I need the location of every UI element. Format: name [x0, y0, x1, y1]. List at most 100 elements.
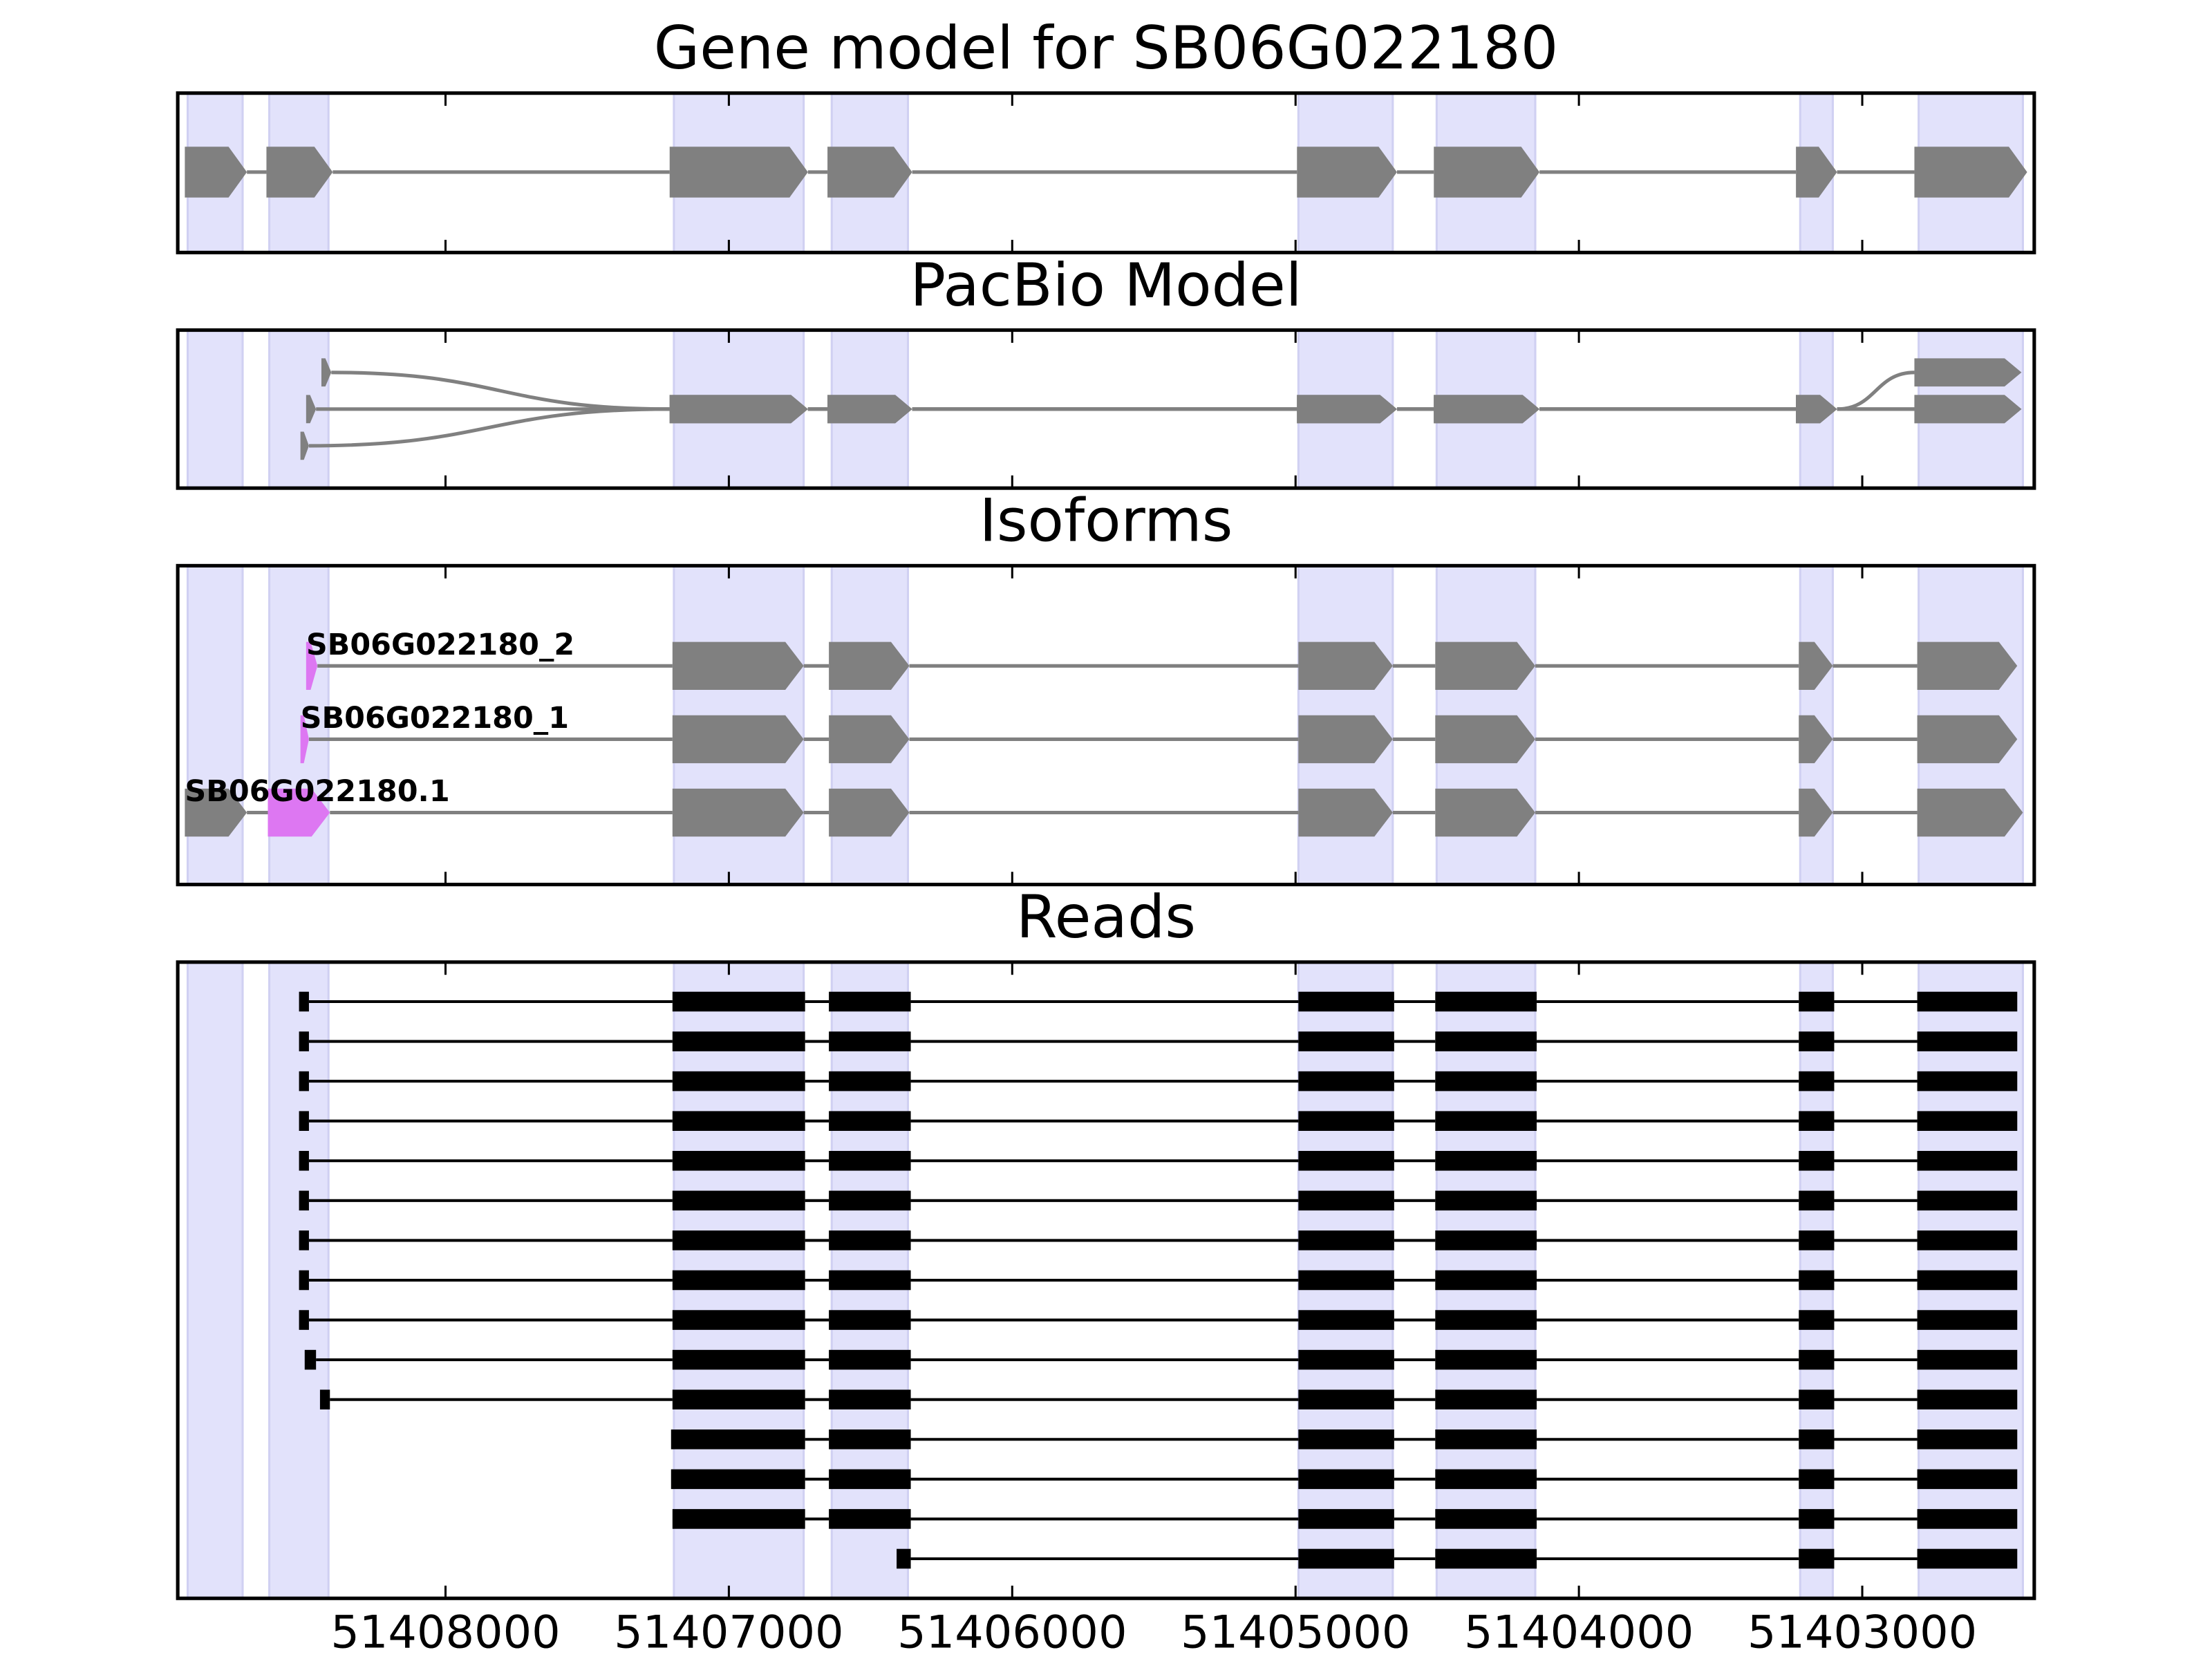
exon [1917, 1270, 2018, 1291]
exon [1799, 1031, 1835, 1051]
exon [1914, 358, 2022, 387]
shaded-region [186, 961, 244, 1600]
exon [829, 1429, 911, 1450]
exon [1799, 1509, 1835, 1529]
exon [185, 147, 247, 198]
exon [672, 1509, 805, 1529]
exon [672, 1111, 805, 1131]
panel-frame [176, 563, 2036, 887]
exon [300, 715, 309, 764]
exon [299, 1031, 309, 1051]
exon [1917, 1031, 2018, 1051]
exon [1435, 788, 1536, 837]
exon [299, 1270, 309, 1291]
exon [1917, 1190, 2018, 1211]
exon [672, 715, 804, 764]
exon [1435, 1031, 1537, 1051]
exon [1917, 1389, 2018, 1409]
exon [1917, 991, 2018, 1012]
exon [1917, 715, 2018, 764]
exon [299, 1150, 309, 1171]
exon [827, 395, 912, 424]
exon [299, 1190, 309, 1211]
exon [300, 431, 309, 460]
exon [672, 1150, 805, 1171]
exon [672, 991, 805, 1012]
exon [1435, 1389, 1537, 1409]
exon [1799, 1230, 1835, 1250]
exon [1917, 1349, 2018, 1370]
exon [827, 147, 912, 198]
exon [829, 1310, 911, 1330]
exon [672, 1349, 805, 1370]
exon [1914, 147, 2027, 198]
exon [1435, 1548, 1537, 1569]
exon [1799, 1310, 1835, 1330]
panel-title: PacBio Model [910, 251, 1302, 320]
exon [1917, 1071, 2018, 1091]
exon [1914, 395, 2022, 424]
exon [671, 1429, 805, 1450]
exon [1435, 1429, 1537, 1450]
exon [1799, 1150, 1835, 1171]
exon [1917, 641, 2018, 690]
exon [1298, 1389, 1394, 1409]
exon [1298, 1509, 1394, 1529]
exon [1799, 1389, 1835, 1409]
exon [829, 1509, 911, 1529]
exon [1799, 1270, 1835, 1291]
exon [1799, 1349, 1835, 1370]
exon [1298, 1031, 1394, 1051]
panel: Isoforms SB06G022180_2 SB06G022180_1 SB06G0… [176, 487, 2036, 887]
exon [185, 788, 247, 837]
panel: Gene model for SB06G022180 [176, 14, 2036, 254]
exon [671, 1469, 805, 1490]
exon [299, 1230, 309, 1250]
exon [299, 991, 309, 1012]
panel-title: Isoforms [980, 487, 1233, 556]
exon [1435, 1270, 1537, 1291]
exon [1298, 1429, 1394, 1450]
exon [266, 147, 333, 198]
exon [669, 147, 808, 198]
exon [1917, 1469, 2018, 1490]
x-tick-label: 51404000 [1464, 1606, 1694, 1658]
exon [1298, 1071, 1394, 1091]
exon [1434, 147, 1540, 198]
exon [1799, 715, 1833, 764]
exon [1799, 1071, 1835, 1091]
exon [1796, 395, 1837, 424]
x-tick-label: 51407000 [614, 1606, 843, 1658]
exon [829, 1071, 911, 1091]
intron [331, 371, 670, 411]
exon [1917, 1150, 2018, 1171]
exon [829, 641, 910, 690]
exon [1435, 1349, 1537, 1370]
exon [1435, 1150, 1537, 1171]
exon [829, 788, 910, 837]
exon [672, 1389, 805, 1409]
exon [829, 1111, 911, 1131]
exon [1799, 991, 1835, 1012]
exon [829, 1389, 911, 1409]
exon [1435, 1469, 1537, 1490]
exon [1298, 1270, 1394, 1291]
x-tick-label: 51408000 [330, 1606, 560, 1658]
exon [1799, 641, 1833, 690]
exon [299, 1310, 309, 1330]
exon [672, 1310, 805, 1330]
exon [1435, 1230, 1537, 1250]
exon [1917, 1548, 2018, 1569]
panel-frame [176, 960, 2036, 1600]
exon [1435, 715, 1536, 764]
exon [829, 991, 911, 1012]
exon [306, 395, 317, 424]
exon [268, 788, 330, 837]
exon [1298, 641, 1393, 690]
exon [1298, 1310, 1394, 1330]
exon [829, 715, 910, 764]
exon [829, 1031, 911, 1051]
exon [1298, 1230, 1394, 1250]
